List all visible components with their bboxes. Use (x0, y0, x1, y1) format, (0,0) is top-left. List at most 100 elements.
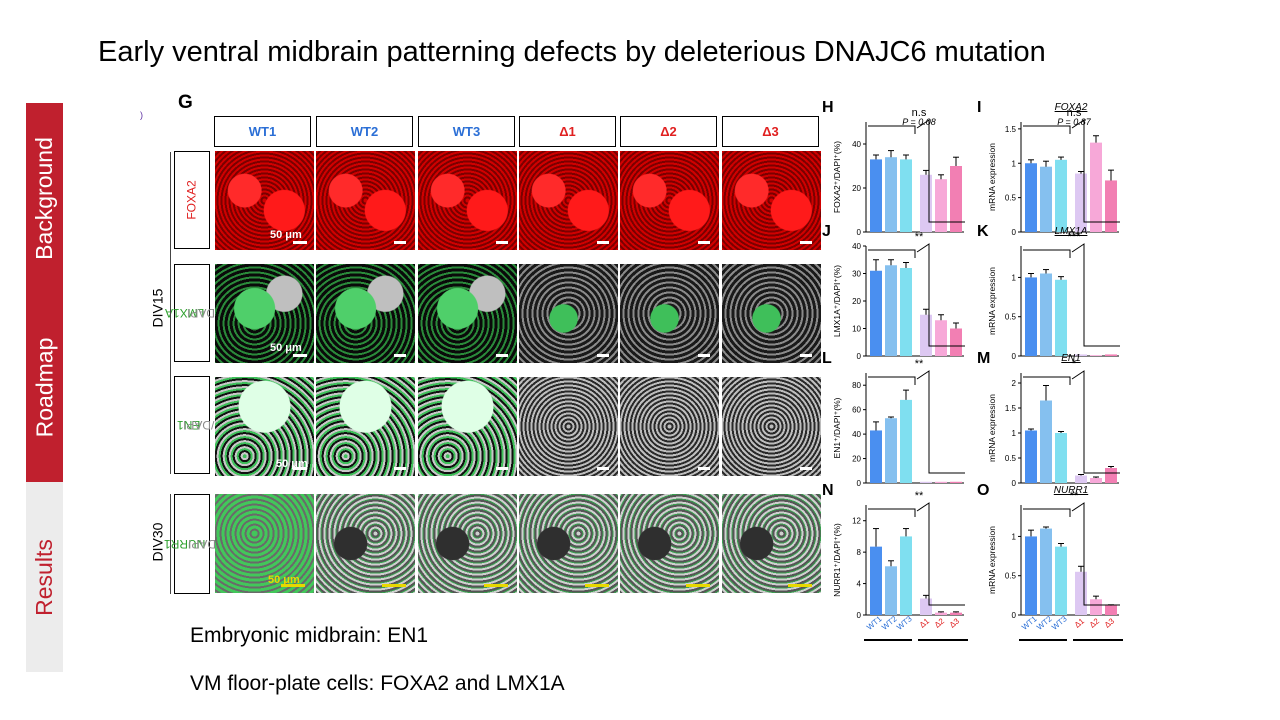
bar-I-Δ2 (1090, 142, 1102, 232)
micrograph-4-5 (620, 494, 719, 593)
column-header-wt2: WT2 (316, 116, 413, 147)
bar-M-Δ1 (1075, 475, 1087, 483)
micrograph-4-2 (316, 494, 415, 593)
scale-bar-2-6 (800, 354, 812, 357)
panel-letter-L: L (822, 350, 832, 367)
tick-label-H: 40 (852, 140, 861, 149)
wt-bracket-J (868, 249, 916, 258)
wt-bracket-L (868, 376, 916, 385)
bar-L-WT3 (900, 399, 912, 483)
mut-bracket-J (916, 243, 965, 347)
panel-letter-H: H (822, 99, 834, 116)
bar-N-Δ3 (950, 612, 962, 615)
micrograph-2-2 (316, 264, 415, 363)
micrograph-2-1 (215, 264, 314, 363)
scale-bar-2-1 (293, 354, 307, 357)
bar-H-WT3 (900, 159, 912, 232)
pvalue-H: P = 0.08 (902, 117, 935, 127)
micrograph-2-6 (722, 264, 821, 363)
bar-L-WT1 (870, 430, 882, 483)
note-embryonic-midbrain: Embryonic midbrain: EN1 (190, 624, 429, 647)
wt-bracket-O (1023, 508, 1071, 517)
tick-label-N: 4 (857, 580, 862, 589)
tab-background[interactable]: Background (26, 103, 63, 293)
wt-bracket-K (1023, 249, 1071, 258)
micrograph-2-4 (519, 264, 618, 363)
tick-label-K: 0.5 (1005, 313, 1017, 322)
sig-O: ** (1070, 490, 1079, 502)
category-label-O-2: WT3 (1050, 614, 1069, 632)
bar-N-WT2 (885, 566, 897, 615)
sig-I: n.s (1067, 107, 1082, 119)
bar-L-WT2 (885, 418, 897, 483)
bar-M-WT2 (1040, 400, 1052, 483)
wt-bracket-I (1023, 125, 1071, 134)
row-label-lmx1a: LMX1A/DAPI (165, 264, 219, 362)
bar-K-Δ2 (1090, 355, 1102, 356)
panel-letter-O: O (977, 482, 989, 499)
micrograph-3-4 (519, 377, 618, 476)
bar-J-WT3 (900, 268, 912, 356)
micrograph-4-3 (418, 494, 517, 593)
sig-N: ** (915, 490, 924, 502)
scale-bar-3-4 (597, 467, 609, 470)
bar-K-Δ1 (1075, 354, 1087, 356)
tick-label-I: 0 (1012, 228, 1017, 237)
sig-M: * (1072, 358, 1077, 370)
ylabel-I: mRNA expression (987, 143, 997, 211)
scale-bar-4-2 (382, 584, 406, 587)
tab-roadmap-label: Roadmap (31, 337, 58, 438)
bar-M-Δ2 (1090, 478, 1102, 483)
micrograph-1-4 (519, 151, 618, 250)
tick-label-N: 8 (857, 548, 862, 557)
scale-bar-1-5 (698, 241, 710, 244)
micrograph-2-3 (418, 264, 517, 363)
tab-results[interactable]: Results (26, 482, 63, 672)
category-label-O-5: Δ3 (1103, 616, 1117, 630)
bar-K-WT1 (1025, 277, 1037, 356)
column-header-d1: Δ1 (519, 116, 616, 147)
sig-L: ** (915, 358, 924, 370)
column-header-d3: Δ3 (722, 116, 819, 147)
tick-label-H: 0 (857, 228, 862, 237)
mut-bracket-I (1071, 119, 1120, 223)
category-label-N-4: Δ2 (933, 616, 947, 630)
scale-label-row2: 50 μm (270, 342, 302, 354)
scale-bar-3-6 (800, 467, 812, 470)
bar-L-Δ3 (950, 481, 962, 483)
scale-bar-1-4 (597, 241, 609, 244)
category-label-O-3: Δ1 (1073, 616, 1087, 630)
sig-K: *** (1068, 231, 1082, 243)
mut-bracket-H (916, 119, 965, 223)
tick-label-K: 0 (1012, 352, 1017, 361)
wt-bracket-H (868, 125, 916, 134)
micrograph-1-6 (722, 151, 821, 250)
div30-bracket (170, 494, 171, 594)
tick-label-J: 0 (857, 352, 862, 361)
tab-roadmap[interactable]: Roadmap (26, 293, 63, 482)
stage-label-div30: DIV30 (149, 522, 166, 562)
scale-bar-3-1 (293, 467, 307, 470)
scale-bar-2-2 (394, 354, 406, 357)
tick-label-L: 80 (852, 381, 861, 390)
wt-bracket-N (868, 508, 916, 517)
scale-bar-2-5 (698, 354, 710, 357)
panel-letter-N: N (822, 482, 834, 499)
tick-label-L: 0 (857, 479, 862, 488)
bar-H-WT1 (870, 159, 882, 232)
bar-M-Δ3 (1105, 468, 1117, 483)
scale-bar-4-1 (281, 584, 305, 587)
ylabel-O: mRNA expression (987, 526, 997, 594)
micrograph-1-1 (215, 151, 314, 250)
tick-label-O: 0.5 (1005, 572, 1017, 581)
category-label-N-3: Δ1 (918, 616, 932, 630)
bar-K-WT2 (1040, 273, 1052, 356)
wt-bracket-M (1023, 376, 1071, 385)
micrograph-1-2 (316, 151, 415, 250)
tick-label-N: 12 (852, 517, 861, 526)
bar-O-WT1 (1025, 536, 1037, 615)
bar-K-Δ3 (1105, 354, 1117, 356)
panel-letter-I: I (977, 99, 981, 116)
tick-label-L: 60 (852, 406, 861, 415)
